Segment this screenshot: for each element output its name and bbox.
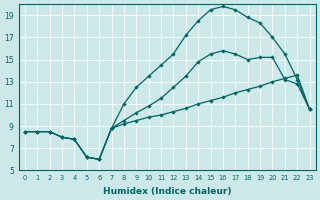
- X-axis label: Humidex (Indice chaleur): Humidex (Indice chaleur): [103, 187, 231, 196]
